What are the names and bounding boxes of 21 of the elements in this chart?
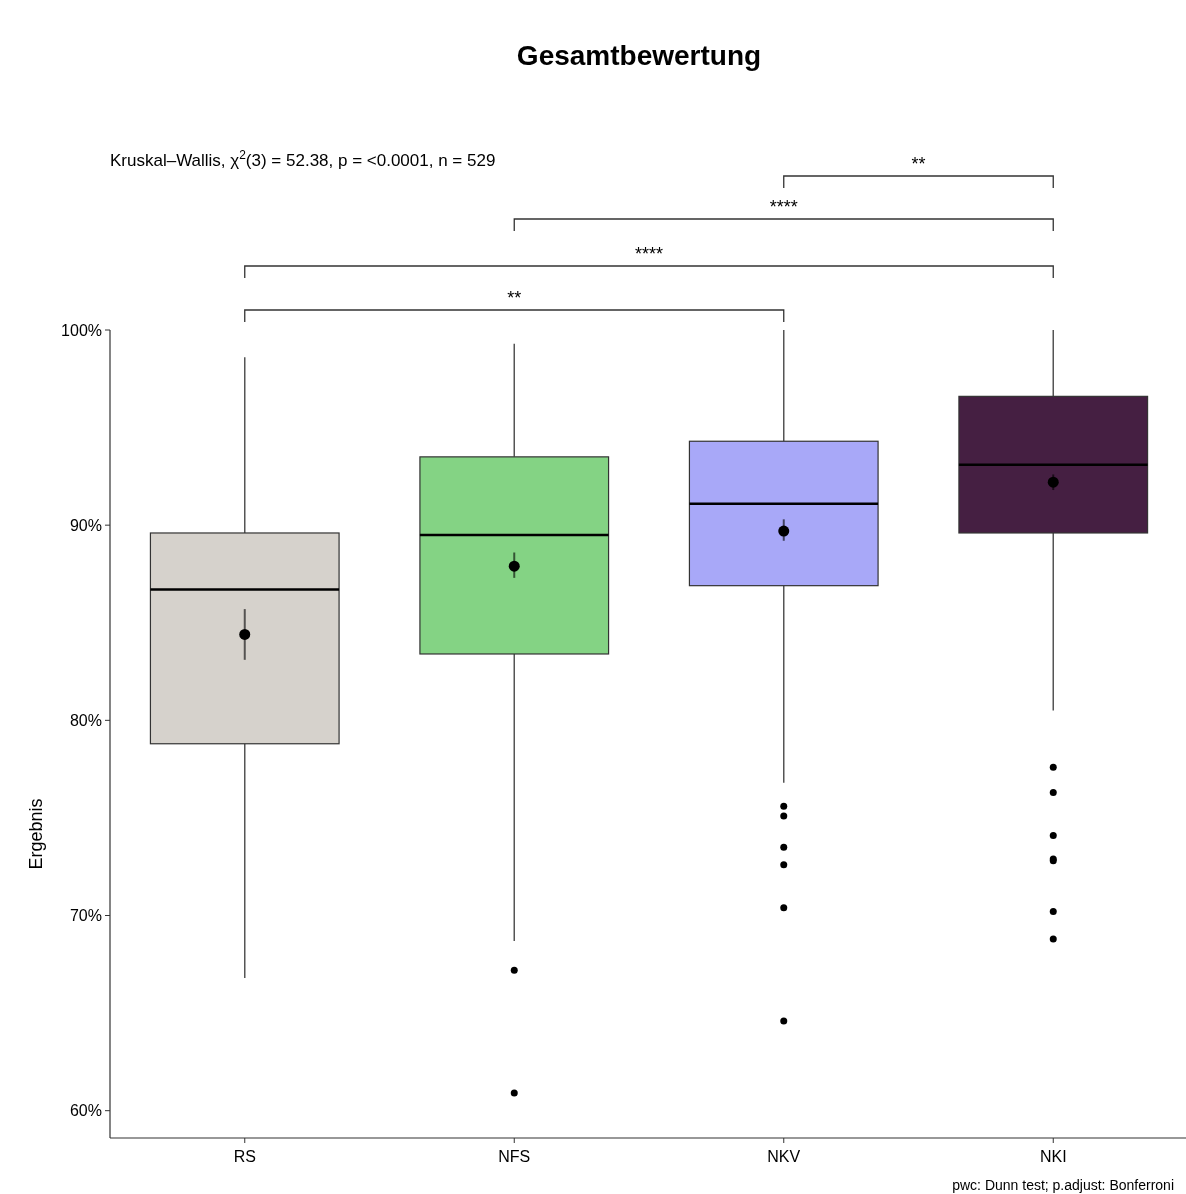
x-tick-label: NFS xyxy=(498,1148,531,1165)
x-tick-label: NKV xyxy=(767,1148,801,1165)
point xyxy=(508,560,520,572)
chart-title: Gesamtbewertung xyxy=(516,40,762,71)
y-tick-label: 60% xyxy=(69,1102,102,1120)
text: ** xyxy=(507,288,522,308)
chart-subtitle: Kruskal–Wallis, χ$^{2}$(3) = 52.38, p = <0.0001, n = 529 xyxy=(110,148,496,170)
y-tick-label: 80% xyxy=(69,711,102,729)
text: **** xyxy=(769,197,798,217)
text: **** xyxy=(634,244,664,264)
point xyxy=(1047,476,1059,488)
x-tick-label: NKI xyxy=(1039,1148,1067,1165)
y-tick-label: 70% xyxy=(69,907,102,925)
y-axis-title: Ergebnis xyxy=(26,798,46,870)
y-tick-label: 90% xyxy=(69,516,102,534)
point xyxy=(239,628,251,640)
y-tick-label: 100% xyxy=(61,321,102,339)
text: pwc: Dunn test; p.adjust: Bonferroni xyxy=(952,1177,1174,1193)
point xyxy=(778,525,790,537)
text: ** xyxy=(911,154,926,174)
x-tick-label: RS xyxy=(233,1148,256,1165)
